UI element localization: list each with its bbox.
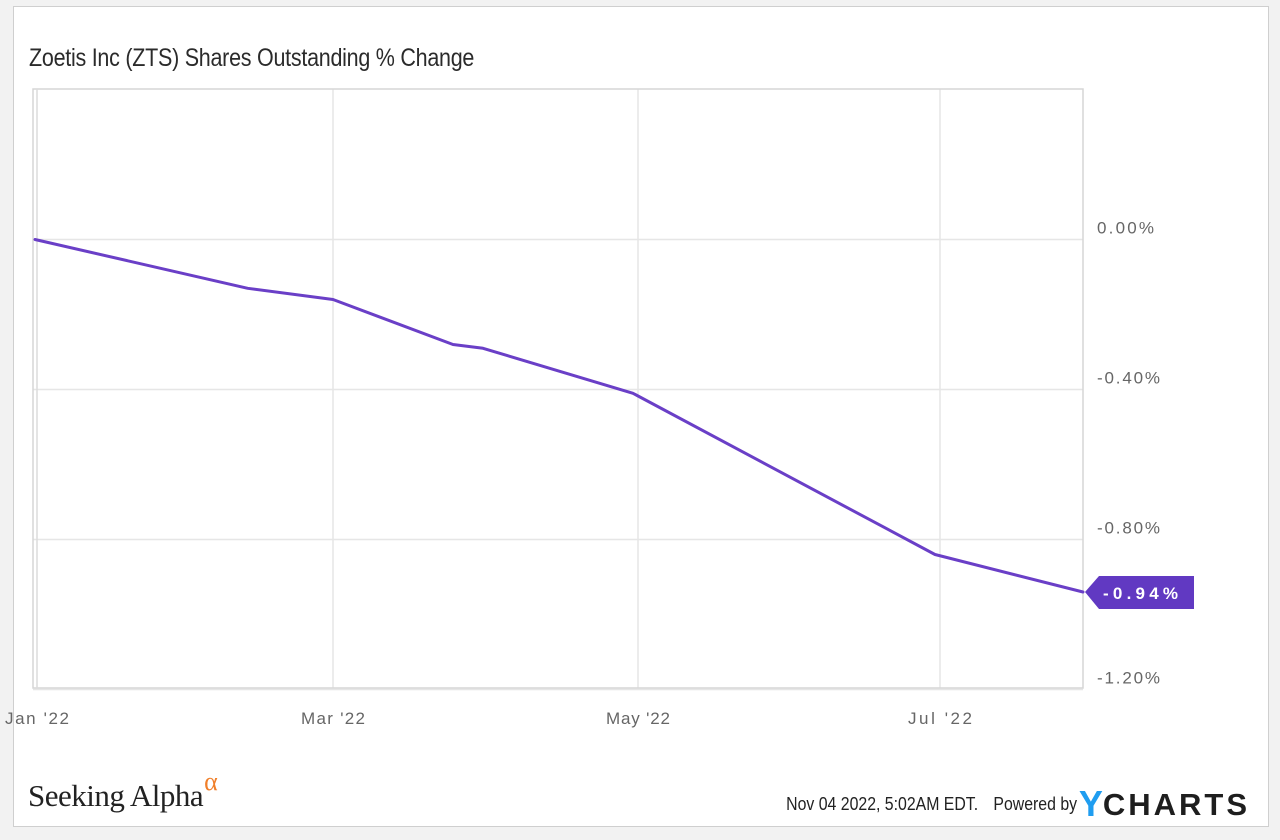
x-tick-label: Jan '22 bbox=[5, 709, 69, 728]
last-value-text: -0.94% bbox=[1103, 584, 1179, 603]
ycharts-y-icon: Y bbox=[1078, 783, 1103, 824]
grid-lines bbox=[33, 89, 1083, 691]
x-tick-label: Jul '22 bbox=[908, 709, 972, 728]
ycharts-wordmark: CHARTS bbox=[1102, 786, 1250, 822]
x-tick-label: Mar '22 bbox=[301, 709, 365, 728]
last-value-label: -0.94% bbox=[1085, 576, 1194, 609]
powered-by-text: Powered by bbox=[993, 793, 1077, 814]
x-tick-label: May '22 bbox=[606, 709, 670, 728]
y-tick-label: -0.80% bbox=[1097, 519, 1160, 538]
footer-attribution: Nov 04 2022, 5:02AM EDT. Powered by Y CHA… bbox=[760, 786, 1250, 822]
plot-area-border bbox=[32, 88, 1084, 689]
brand-name: Seeking Alpha bbox=[28, 778, 204, 813]
seeking-alpha-logo: Seeking Alphaα bbox=[28, 767, 218, 814]
y-tick-label: 0.00% bbox=[1097, 219, 1154, 238]
timestamp: Nov 04 2022, 5:02AM EDT. bbox=[785, 793, 978, 814]
chart-title: Zoetis Inc (ZTS) Shares Outstanding % Ch… bbox=[29, 44, 475, 72]
y-axis-ticks: 0.00% -0.40% -0.80% -1.20% bbox=[1097, 219, 1160, 688]
y-tick-label: -1.20% bbox=[1097, 669, 1160, 688]
y-tick-label: -0.40% bbox=[1097, 369, 1160, 388]
series-line[interactable] bbox=[33, 238, 1085, 594]
x-axis-ticks: Jan '22 Mar '22 May '22 Jul '22 bbox=[5, 709, 972, 728]
alpha-symbol-icon: α bbox=[204, 767, 218, 796]
ycharts-logo[interactable]: Y CHARTS bbox=[1079, 786, 1250, 822]
last-value-badge bbox=[1085, 576, 1194, 609]
